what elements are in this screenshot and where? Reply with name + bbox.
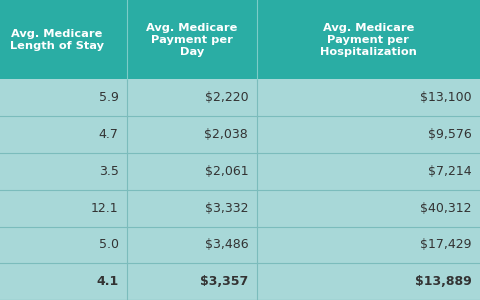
Text: $7,214: $7,214 — [428, 165, 471, 178]
Bar — [127, 116, 257, 153]
Text: Avg. Medicare
Payment per
Hospitalization: Avg. Medicare Payment per Hospitalizatio… — [320, 23, 417, 57]
Text: Avg. Medicare
Length of Stay: Avg. Medicare Length of Stay — [10, 29, 104, 51]
Text: 5.0: 5.0 — [98, 238, 119, 251]
Bar — [127, 80, 257, 116]
Bar — [0, 153, 127, 190]
Bar — [0, 190, 127, 226]
Bar — [0, 116, 127, 153]
Text: $40,312: $40,312 — [420, 202, 471, 214]
Bar — [127, 153, 257, 190]
Text: $13,889: $13,889 — [415, 275, 471, 288]
Bar — [127, 0, 257, 80]
Text: $3,486: $3,486 — [204, 238, 248, 251]
Text: 12.1: 12.1 — [91, 202, 119, 214]
Text: 4.7: 4.7 — [99, 128, 119, 141]
Bar — [257, 263, 480, 300]
Text: $17,429: $17,429 — [420, 238, 471, 251]
Bar — [257, 153, 480, 190]
Text: $3,332: $3,332 — [204, 202, 248, 214]
Text: $9,576: $9,576 — [428, 128, 471, 141]
Text: 4.1: 4.1 — [96, 275, 119, 288]
Bar — [0, 80, 127, 116]
Bar — [257, 116, 480, 153]
Text: 5.9: 5.9 — [99, 92, 119, 104]
Text: 3.5: 3.5 — [99, 165, 119, 178]
Bar — [257, 80, 480, 116]
Bar — [0, 263, 127, 300]
Bar — [127, 190, 257, 226]
Bar — [127, 226, 257, 263]
Bar — [127, 263, 257, 300]
Text: $2,220: $2,220 — [204, 92, 248, 104]
Text: Avg. Medicare
Payment per
Day: Avg. Medicare Payment per Day — [146, 23, 238, 57]
Text: $2,038: $2,038 — [204, 128, 248, 141]
Bar — [257, 226, 480, 263]
Bar — [257, 0, 480, 80]
Bar — [0, 226, 127, 263]
Text: $3,357: $3,357 — [200, 275, 248, 288]
Bar — [257, 190, 480, 226]
Text: $13,100: $13,100 — [420, 92, 471, 104]
Text: $2,061: $2,061 — [204, 165, 248, 178]
Bar — [0, 0, 127, 80]
